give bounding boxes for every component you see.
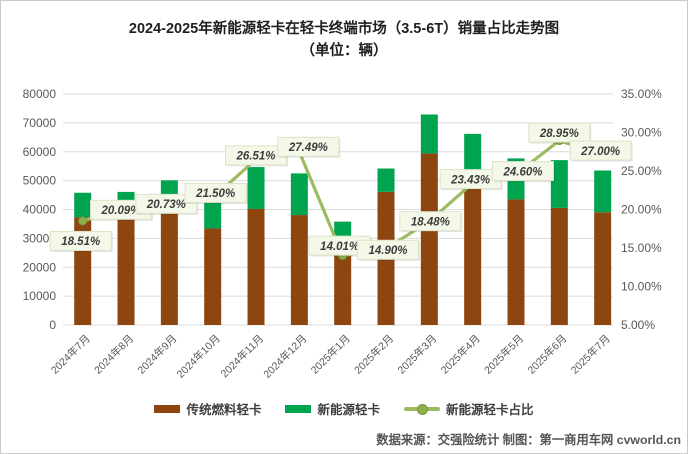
- y-axis-right-label: 10.00%: [621, 280, 662, 294]
- nev-truck-swatch-icon: [285, 404, 312, 413]
- legend-label: 新能源轻卡: [317, 403, 380, 417]
- data-label-value: 18.51%: [61, 236, 100, 248]
- x-axis-label: 2025年1月: [308, 332, 353, 377]
- y-axis-left-label: 40000: [23, 203, 57, 217]
- chart-title-line2: （单位：辆）: [300, 43, 388, 59]
- bar-nev-truck[interactable]: [247, 167, 265, 209]
- y-axis-right-label: 15.00%: [621, 241, 662, 255]
- y-axis-right-label: 5.00%: [621, 318, 655, 332]
- x-axis-label: 2024年10月: [174, 332, 223, 381]
- y-axis-left-label: 10000: [23, 289, 57, 303]
- bar-fuel-truck[interactable]: [204, 228, 222, 325]
- x-axis-label: 2025年3月: [395, 332, 440, 377]
- legend-item-fuel-truck[interactable]: 传统燃料轻卡: [154, 399, 261, 418]
- data-label-box: [277, 136, 340, 157]
- y-axis-left-label: 20000: [23, 260, 57, 274]
- data-label-value: 26.51%: [236, 151, 276, 163]
- y-axis-right-label: 35.00%: [621, 87, 662, 101]
- data-label-box: [569, 140, 632, 161]
- legend-label: 传统燃料轻卡: [186, 403, 262, 417]
- bar-nev-truck[interactable]: [594, 170, 612, 213]
- bar-nev-truck[interactable]: [74, 192, 92, 218]
- bar-fuel-truck[interactable]: [594, 212, 612, 325]
- x-axis-label: 2024年7月: [48, 332, 93, 377]
- bar-fuel-truck[interactable]: [334, 236, 352, 325]
- y-axis-left-label: 30000: [23, 231, 57, 245]
- data-label-box: [399, 211, 462, 232]
- data-label-value: 21.50%: [195, 188, 235, 200]
- data-label-value: 27.49%: [288, 142, 328, 154]
- legend-label: 新能源轻卡占比: [446, 403, 534, 417]
- bar-nev-truck[interactable]: [290, 173, 308, 216]
- data-label-value: 23.43%: [450, 174, 490, 186]
- bar-nev-truck[interactable]: [334, 221, 352, 237]
- legend-item-nev-share[interactable]: 新能源轻卡占比: [404, 399, 534, 418]
- x-axis-label: 2024年12月: [261, 332, 310, 381]
- y-axis-left-label: 80000: [23, 87, 57, 101]
- data-label-value: 27.00%: [580, 146, 620, 158]
- data-label-box: [49, 230, 112, 251]
- y-axis-right-label: 20.00%: [621, 203, 662, 217]
- data-label-box: [492, 161, 554, 182]
- y-axis-left-label: 70000: [23, 116, 57, 130]
- bar-fuel-truck[interactable]: [550, 207, 568, 325]
- data-label-box: [135, 193, 198, 214]
- bar-fuel-truck[interactable]: [290, 215, 308, 325]
- chart-legend: 传统燃料轻卡 新能源轻卡 新能源轻卡占比: [1, 399, 687, 418]
- x-axis-label: 2025年7月: [568, 332, 613, 377]
- x-axis-label: 2025年5月: [481, 332, 526, 377]
- y-axis-left-label: 0: [49, 318, 56, 332]
- data-label-box: [184, 182, 247, 203]
- y-axis-right-label: 30.00%: [621, 126, 662, 140]
- data-label-value: 20.09%: [101, 205, 141, 217]
- x-axis-label: 2025年6月: [525, 332, 570, 377]
- x-axis-label: 2024年9月: [135, 332, 180, 377]
- bar-fuel-truck[interactable]: [160, 210, 178, 325]
- y-axis-right-label: 25.00%: [621, 164, 662, 178]
- y-axis-left-label: 60000: [23, 145, 57, 159]
- legend-item-nev-truck[interactable]: 新能源轻卡: [285, 399, 380, 418]
- y-axis-left-label: 50000: [23, 174, 57, 188]
- data-label-value: 14.90%: [369, 245, 408, 257]
- data-label-value: 20.73%: [146, 199, 186, 211]
- x-axis-label: 2025年4月: [438, 332, 483, 377]
- chart-title-line1: 2024-2025年新能源轻卡在轻卡终端市场（3.5-6T）销量占比走势图: [128, 21, 560, 37]
- x-axis-label: 2024年8月: [91, 332, 136, 377]
- data-label-value: 18.48%: [411, 216, 450, 228]
- bar-fuel-truck[interactable]: [464, 178, 482, 325]
- chart-title: 2024-2025年新能源轻卡在轻卡终端市场（3.5-6T）销量占比走势图 （单…: [1, 18, 687, 62]
- bar-nev-truck[interactable]: [377, 168, 395, 192]
- nev-share-line-swatch-icon: [404, 403, 440, 415]
- bar-nev-truck[interactable]: [550, 160, 568, 208]
- data-source-note: 数据来源：交强险统计 制图：第一商用车网 cvworld.cn: [376, 433, 681, 447]
- bar-fuel-truck[interactable]: [117, 218, 135, 325]
- bar-nev-truck[interactable]: [420, 114, 438, 154]
- fuel-truck-swatch-icon: [154, 404, 181, 413]
- x-axis-label: 2024年11月: [218, 332, 266, 380]
- bar-nev-truck[interactable]: [464, 133, 482, 179]
- data-label-box: [528, 122, 591, 143]
- data-label-value: 28.95%: [539, 128, 579, 140]
- bar-fuel-truck[interactable]: [247, 208, 265, 325]
- bar-fuel-truck[interactable]: [420, 153, 438, 325]
- x-axis-label: 2025年2月: [351, 332, 396, 377]
- data-label-value: 24.60%: [502, 166, 542, 178]
- nev-share-point[interactable]: [78, 216, 88, 226]
- bar-fuel-truck[interactable]: [507, 199, 525, 325]
- data-label-box: [357, 239, 420, 260]
- data-label-value: 14.01%: [320, 241, 359, 253]
- bar-nev-truck[interactable]: [204, 201, 222, 229]
